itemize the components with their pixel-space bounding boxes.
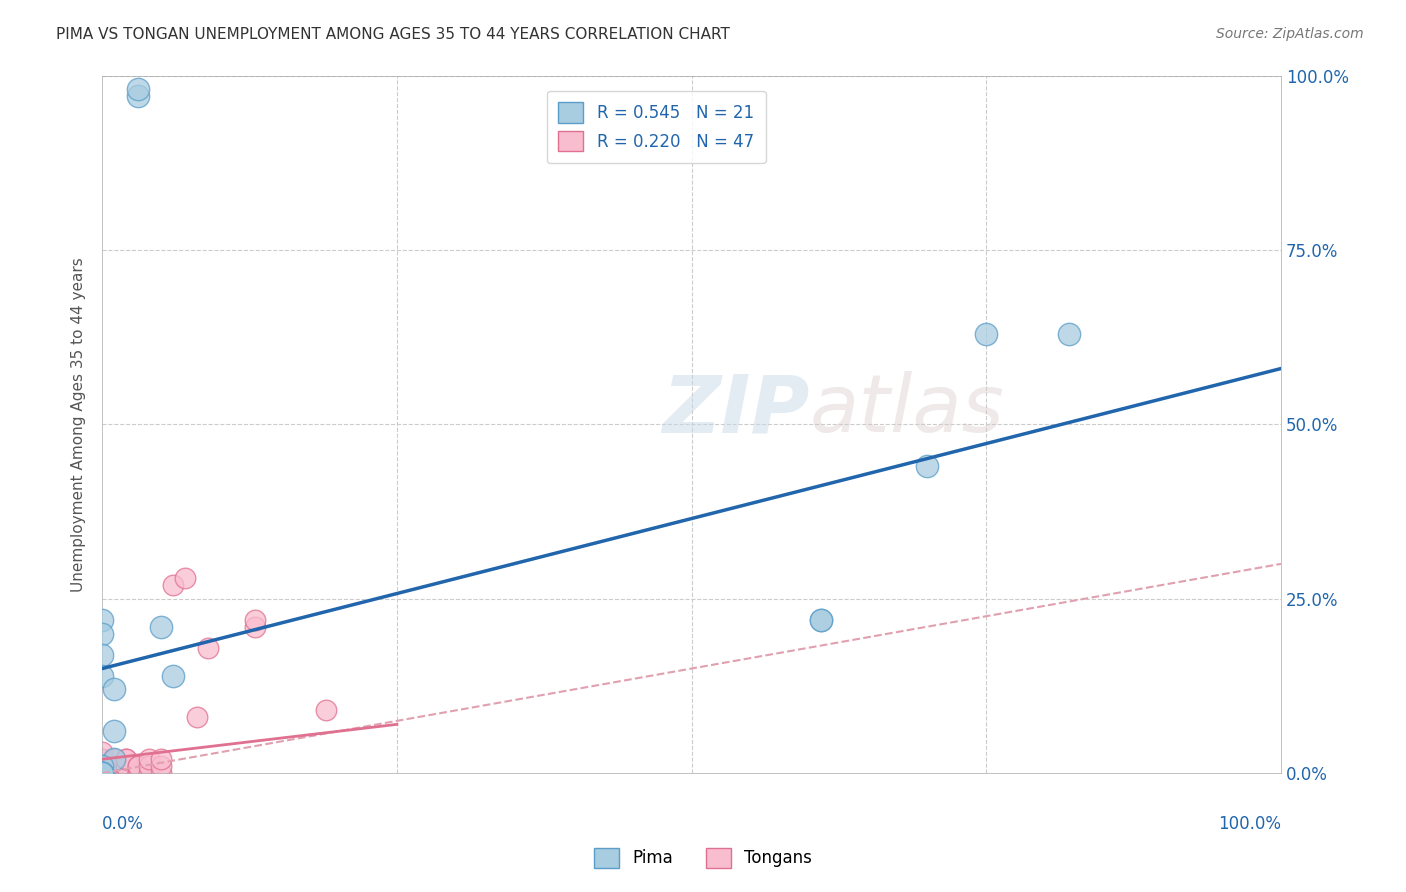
Point [103,752,125,766]
Point [150,759,173,773]
Point [91,745,114,759]
Text: 0.0%: 0.0% [103,815,143,833]
Point [114,766,136,780]
Point [91,766,114,780]
Text: Source: ZipAtlas.com: Source: ZipAtlas.com [1216,27,1364,41]
Point [103,766,125,780]
Point [810,613,832,627]
Point [91,766,114,780]
Point [91,766,114,780]
Point [245,620,267,634]
Point [103,759,125,773]
Point [91,766,114,780]
Point [91,752,114,766]
Point [103,724,125,739]
Point [91,766,114,780]
Point [91,668,114,682]
Point [91,626,114,640]
Point [103,766,125,780]
Point [150,766,173,780]
Point [91,759,114,773]
Point [150,752,173,766]
Point [127,766,149,780]
Point [91,766,114,780]
Point [91,648,114,662]
Point [245,613,267,627]
Point [127,766,149,780]
Legend: R = 0.545   N = 21, R = 0.220   N = 47: R = 0.545 N = 21, R = 0.220 N = 47 [547,91,766,163]
Point [103,682,125,697]
Point [1057,326,1080,341]
Point [91,752,114,766]
Point [114,752,136,766]
Point [91,766,114,780]
Point [91,766,114,780]
Point [103,752,125,766]
Point [91,766,114,780]
Point [173,571,195,585]
Point [138,752,160,766]
Point [114,759,136,773]
Point [114,752,136,766]
Legend: Pima, Tongans: Pima, Tongans [588,841,818,875]
Point [114,766,136,780]
Point [138,759,160,773]
Point [91,613,114,627]
Point [127,759,149,773]
Point [114,766,136,780]
Point [917,459,939,474]
Point [162,578,184,592]
Point [197,640,219,655]
Point [315,703,337,717]
Point [127,82,149,96]
Point [810,613,832,627]
Point [91,766,114,780]
Point [186,710,208,724]
Text: ZIP: ZIP [662,371,810,450]
Point [138,766,160,780]
Point [103,766,125,780]
Point [91,766,114,780]
Point [103,759,125,773]
Text: 100.0%: 100.0% [1218,815,1281,833]
Point [150,620,173,634]
Y-axis label: Unemployment Among Ages 35 to 44 years: Unemployment Among Ages 35 to 44 years [72,257,86,591]
Point [114,759,136,773]
Point [162,668,184,682]
Point [91,766,114,780]
Point [91,766,114,780]
Text: atlas: atlas [810,371,1004,450]
Point [91,766,114,780]
Point [127,759,149,773]
Point [127,89,149,103]
Point [91,759,114,773]
Point [127,766,149,780]
Text: PIMA VS TONGAN UNEMPLOYMENT AMONG AGES 35 TO 44 YEARS CORRELATION CHART: PIMA VS TONGAN UNEMPLOYMENT AMONG AGES 3… [56,27,730,42]
Point [91,766,114,780]
Point [91,759,114,773]
Point [974,326,997,341]
